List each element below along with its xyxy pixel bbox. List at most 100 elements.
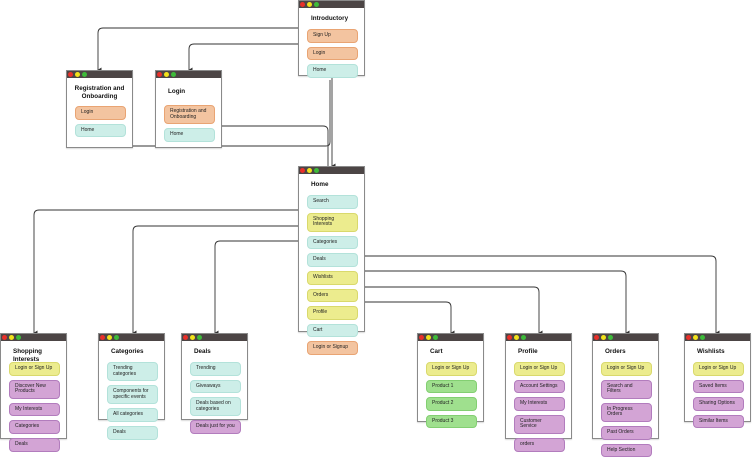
maximize-dot-icon <box>171 72 176 77</box>
item-past-orders[interactable]: Past Orders <box>601 425 652 440</box>
maximize-dot-icon <box>433 335 438 340</box>
screen-login: Login Registration and Onboarding Home <box>155 70 222 148</box>
window-title-bar <box>67 71 132 78</box>
screen-title: Registration and Onboarding <box>74 85 125 100</box>
minimize-dot-icon <box>307 2 312 7</box>
minimize-dot-icon <box>426 335 431 340</box>
screen-title: Introductory <box>311 15 349 22</box>
item-product-2[interactable]: Product 2 <box>426 397 477 411</box>
link-login-to-login <box>188 43 307 73</box>
window-title-bar <box>685 334 750 341</box>
item-sharing-options[interactable]: Sharing Options <box>693 397 744 411</box>
item-saved-items[interactable]: Saved Items <box>693 379 744 394</box>
close-dot-icon <box>68 72 73 77</box>
window-title-bar <box>156 71 221 78</box>
item-deals[interactable]: Deals <box>107 425 158 440</box>
window-title-bar <box>593 334 658 341</box>
minimize-dot-icon <box>601 335 606 340</box>
close-dot-icon <box>686 335 691 340</box>
maximize-dot-icon <box>16 335 21 340</box>
item-product-1[interactable]: Product 1 <box>426 379 477 394</box>
link-wishlists <box>357 255 720 336</box>
close-dot-icon <box>419 335 424 340</box>
maximize-dot-icon <box>700 335 705 340</box>
item-login-or-sign-up[interactable]: Login or Sign Up <box>601 362 652 376</box>
item-login-or-sign-up[interactable]: Login or Sign Up <box>9 362 60 376</box>
link-signup-to-registration <box>97 27 307 73</box>
item-cart[interactable]: Cart <box>307 323 358 338</box>
screen-introductory: Introductory Sign Up Login Home <box>298 0 365 78</box>
screen-items: Trending Giveaways Deals based on categori… <box>182 358 247 440</box>
maximize-dot-icon <box>314 168 319 173</box>
item-login-or-sign-up[interactable]: Login or Sign Up <box>693 362 744 376</box>
screen-title: Wishlists <box>697 348 725 355</box>
screen-cart: Cart Login or Sign Up Product 1 Product 2 Pr… <box>417 333 484 429</box>
item-login[interactable]: Login <box>307 46 358 61</box>
screen-profile: Profile Login or Sign Up Account Settings M… <box>505 333 572 452</box>
item-deals[interactable]: Deals <box>307 253 358 267</box>
minimize-dot-icon <box>693 335 698 340</box>
screen-items: Trending categories Components for specif… <box>99 358 164 446</box>
window-title-bar <box>99 334 164 341</box>
item-login[interactable]: Login <box>75 106 126 120</box>
item-orders[interactable]: Orders <box>307 288 358 303</box>
minimize-dot-icon <box>107 335 112 340</box>
close-dot-icon <box>157 72 162 77</box>
link-deals <box>214 240 307 336</box>
item-home[interactable]: Home <box>307 64 358 78</box>
item-all-categories[interactable]: All categories <box>107 408 158 422</box>
item-deals-based-on-categories[interactable]: Deals based on categories <box>190 397 241 417</box>
screen-items: Login or Sign Up Saved Items Sharing Optio… <box>685 358 750 434</box>
item-deals[interactable]: Deals <box>9 437 60 452</box>
item-home[interactable]: Home <box>75 123 126 138</box>
window-title-bar <box>299 167 364 174</box>
item-login-or-signup[interactable]: Login or Signup <box>307 341 358 355</box>
item-profile[interactable]: Profile <box>307 306 358 320</box>
item-customer-service[interactable]: Customer Service <box>514 414 565 434</box>
item-components-for-specific-events[interactable]: Components for specific events <box>107 385 158 405</box>
item-login-or-sign-up[interactable]: Login or Sign Up <box>514 362 565 376</box>
screen-shopping-interests: Shopping Interests Login or Sign Up Discov… <box>0 333 67 452</box>
item-help-section[interactable]: Help Section <box>601 443 652 458</box>
screen-title: Deals <box>194 348 211 355</box>
screen-items: Login or Sign Up Search and Filters In Pro… <box>593 358 658 463</box>
item-orders[interactable]: orders <box>514 437 565 452</box>
window-title-bar <box>418 334 483 341</box>
screen-orders: Orders Login or Sign Up Search and Filters… <box>592 333 659 458</box>
screen-items: Login Home <box>67 102 132 143</box>
item-search-and-filters[interactable]: Search and Filters <box>601 379 652 399</box>
item-trending[interactable]: Trending <box>190 362 241 376</box>
item-wishlists[interactable]: Wishlists <box>307 270 358 285</box>
item-trending-categories[interactable]: Trending categories <box>107 362 158 382</box>
screen-title: Orders <box>605 348 626 355</box>
item-categories[interactable]: Categories <box>307 235 358 250</box>
maximize-dot-icon <box>114 335 119 340</box>
minimize-dot-icon <box>190 335 195 340</box>
item-deals-just-for-you[interactable]: Deals just for you <box>190 420 241 434</box>
window-title-bar <box>1 334 66 341</box>
item-similar-items[interactable]: Similar Items <box>693 414 744 429</box>
item-home[interactable]: Home <box>164 128 215 142</box>
item-account-settings[interactable]: Account Settings <box>514 379 565 394</box>
item-registration-and-onboarding[interactable]: Registration and Onboarding <box>164 105 215 125</box>
close-dot-icon <box>2 335 7 340</box>
close-dot-icon <box>300 168 305 173</box>
close-dot-icon <box>100 335 105 340</box>
item-in-progress-orders[interactable]: In Progress Orders <box>601 402 652 422</box>
screen-title: Shopping Interests <box>13 348 43 363</box>
item-login-or-sign-up[interactable]: Login or Sign Up <box>426 362 477 376</box>
screen-items: Search Shopping Interests Categories Deals W… <box>299 191 364 361</box>
maximize-dot-icon <box>608 335 613 340</box>
item-sign-up[interactable]: Sign Up <box>307 29 358 43</box>
item-shopping-interests[interactable]: Shopping Interests <box>307 212 358 232</box>
item-giveaways[interactable]: Giveaways <box>190 379 241 394</box>
item-product-3[interactable]: Product 3 <box>426 414 477 429</box>
minimize-dot-icon <box>307 168 312 173</box>
screen-items: Registration and Onboarding Home <box>156 101 221 148</box>
item-discover-new-products[interactable]: Discover New Products <box>9 379 60 399</box>
item-my-interests[interactable]: My Interests <box>514 397 565 411</box>
item-my-interests[interactable]: My Interests <box>9 402 60 417</box>
item-categories[interactable]: Categories <box>9 420 60 434</box>
link-cart <box>357 301 455 336</box>
item-search[interactable]: Search <box>307 195 358 209</box>
